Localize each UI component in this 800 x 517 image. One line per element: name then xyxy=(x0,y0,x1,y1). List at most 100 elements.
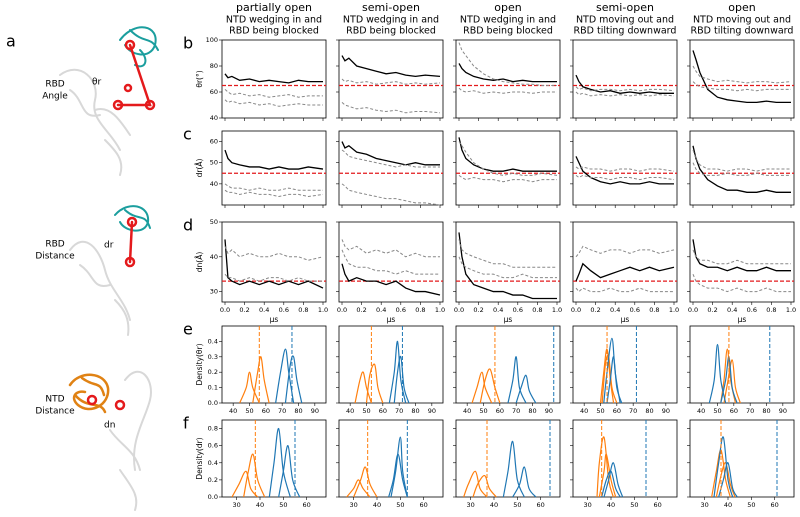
trace-line xyxy=(575,86,675,92)
x-tick-label: 0.0 xyxy=(337,306,347,314)
column-subtitle: RBD being blocked xyxy=(463,26,553,37)
density-curve xyxy=(723,359,741,404)
x-tick-label: 50 xyxy=(279,501,287,509)
trace-line xyxy=(692,81,791,92)
density-curve xyxy=(463,470,488,498)
density-curve xyxy=(365,363,384,404)
density-curve xyxy=(512,466,537,498)
x-tick-label: 0.4 xyxy=(727,306,737,314)
trace-line xyxy=(692,239,791,272)
trace-line xyxy=(575,262,675,282)
panel: 0.0 0.1 0.2 0.3 0.4 40 50 60 70 80 90 xyxy=(208,325,327,415)
x-tick-label: 30 xyxy=(701,501,709,509)
plot-frame xyxy=(221,325,327,404)
density-curve xyxy=(708,343,727,404)
density-curve xyxy=(388,453,408,498)
y-axis-label: θr(°) xyxy=(195,70,204,87)
plot-frame xyxy=(689,130,795,206)
x-tick-label: 50 xyxy=(396,501,404,509)
x-tick-label: 90 xyxy=(428,407,436,415)
trace-line xyxy=(458,63,557,83)
x-tick-label: 90 xyxy=(545,407,553,415)
trace-line xyxy=(224,189,324,198)
column-title: open xyxy=(494,1,521,14)
panel xyxy=(570,39,678,121)
trace-line xyxy=(224,89,323,98)
trace-line xyxy=(224,149,324,170)
x-tick-label: 0.4 xyxy=(376,306,386,314)
x-tick-label: 0.8 xyxy=(649,306,659,314)
structure-label: Angle xyxy=(42,92,68,102)
density-curve xyxy=(479,368,501,404)
x-tick-label: 40 xyxy=(463,407,471,415)
panel-letter: b xyxy=(183,34,193,53)
x-tick-label: 0.0 xyxy=(454,306,464,314)
x-tick-label: 0.8 xyxy=(766,306,776,314)
x-tick-label: 40 xyxy=(697,407,705,415)
x-axis-label: μs xyxy=(270,315,279,324)
trace-line xyxy=(341,149,440,168)
trace-line xyxy=(458,141,558,176)
panel xyxy=(687,130,795,208)
panel-letter: f xyxy=(183,414,189,433)
y-axis-label: dn(Å) xyxy=(195,252,204,273)
plot-frame xyxy=(455,221,561,303)
trace-line xyxy=(224,183,323,191)
column-title: open xyxy=(728,1,755,14)
x-tick-label: 40 xyxy=(346,407,354,415)
x-tick-label: 0.4 xyxy=(610,306,620,314)
x-tick-label: 50 xyxy=(713,407,721,415)
trace-line xyxy=(341,183,441,206)
trace-line xyxy=(458,174,557,183)
x-tick-label: 0.2 xyxy=(707,306,717,314)
x-tick-label: 0.4 xyxy=(493,306,503,314)
trace-line xyxy=(458,256,557,279)
trace-line xyxy=(575,91,675,97)
y-axis-label: Density(θr) xyxy=(195,343,204,385)
x-tick-label: 0.4 xyxy=(259,306,269,314)
density-curve xyxy=(606,356,623,404)
x-tick-label: 90 xyxy=(662,407,670,415)
column-subtitle: RBD tilting downward xyxy=(691,26,794,37)
density-curve xyxy=(243,453,266,498)
density-curve xyxy=(507,356,527,404)
x-tick-label: 40 xyxy=(490,501,498,509)
panel: 0.0 0.2 0.4 0.6 0.8 1.0 xyxy=(570,221,679,314)
trace-line xyxy=(341,102,441,114)
x-tick-label: 60 xyxy=(303,501,311,509)
x-tick-label: 80 xyxy=(411,407,419,415)
trace-line xyxy=(692,273,791,293)
trace-line xyxy=(341,263,441,296)
trace-line xyxy=(458,137,557,172)
x-tick-label: 0.6 xyxy=(747,306,757,314)
x-tick-label: 70 xyxy=(278,407,286,415)
trace-line xyxy=(575,174,675,181)
x-tick-label: 30 xyxy=(467,501,475,509)
x-tick-label: 30 xyxy=(584,501,592,509)
x-tick-label: 60 xyxy=(420,501,428,509)
plot-frame xyxy=(338,221,444,303)
trace-line xyxy=(575,74,674,94)
x-tick-label: 60 xyxy=(537,501,545,509)
x-tick-label: 60 xyxy=(262,407,270,415)
trace-line xyxy=(341,239,440,258)
trace-line xyxy=(341,55,441,78)
y-tick-label: 80 xyxy=(210,62,218,70)
y-axis-label: dr(Å) xyxy=(195,159,204,178)
plot-frame xyxy=(689,39,795,119)
trace-line xyxy=(224,239,324,289)
x-tick-label: 90 xyxy=(779,407,787,415)
plot-frame xyxy=(689,419,795,498)
plot-frame xyxy=(572,39,678,119)
plot-frame xyxy=(689,221,795,303)
x-tick-label: 50 xyxy=(513,501,521,509)
trace-line xyxy=(575,287,674,293)
panel xyxy=(687,39,795,121)
panel: 30 40 50 60 xyxy=(453,419,561,509)
x-tick-label: 40 xyxy=(256,501,264,509)
trace-line xyxy=(575,245,675,258)
plot-frame xyxy=(221,419,327,498)
x-tick-label: 30 xyxy=(233,501,241,509)
panel xyxy=(336,39,444,121)
